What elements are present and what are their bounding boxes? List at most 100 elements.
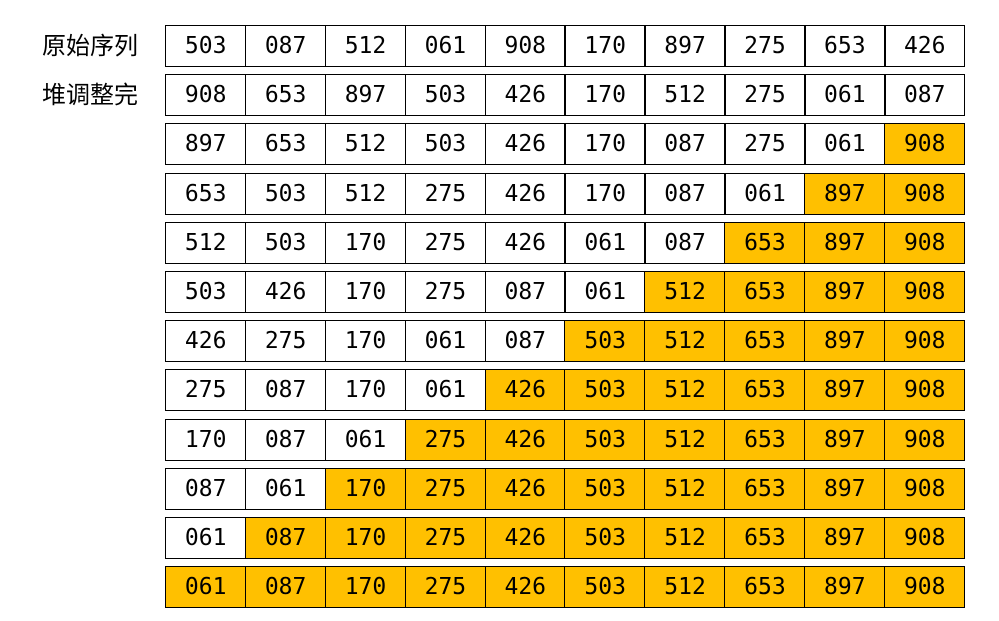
sorted-cell: 170 [324,467,407,510]
sorted-cell: 653 [724,221,806,264]
array-cell: 503 [165,271,247,313]
sorted-cell: 512 [644,418,726,461]
array-cell: 087 [484,271,566,313]
array-cell: 908 [484,25,566,67]
array-cell: 512 [165,221,247,264]
sorted-cell: 503 [564,418,646,461]
sorted-cell: 897 [804,369,886,412]
row-label: 原始序列 [42,32,138,60]
array-row: 897 653 512 503 426 170 087 275 061 908 [165,123,966,166]
sorted-cell: 275 [404,566,487,609]
sorted-cell: 512 [644,271,726,313]
array-cell: 061 [564,221,646,264]
sorted-cell: 897 [804,467,886,510]
array-cell: 908 [165,74,247,117]
array-cell: 061 [404,369,487,412]
array-cell: 426 [484,74,566,117]
array-cell: 170 [324,221,407,264]
sorted-cell: 170 [324,566,407,609]
sorted-cell: 653 [724,369,806,412]
array-cell: 426 [484,221,566,264]
sorted-cell: 653 [724,566,806,609]
array-cell: 087 [644,221,726,264]
array-cell: 275 [404,221,487,264]
sorted-cell: 087 [244,517,327,559]
sorted-cell: 908 [884,123,966,166]
sorted-cell: 908 [884,566,966,609]
array-cell: 897 [165,123,247,166]
sorted-cell: 512 [644,467,726,510]
sorted-cell: 653 [724,320,806,363]
sorted-cell: 061 [165,566,247,609]
sorted-cell: 897 [804,418,886,461]
array-cell: 653 [244,123,327,166]
array-cell: 087 [644,172,726,215]
array-cell: 087 [244,418,327,461]
array-cell: 426 [165,320,247,363]
sorted-cell: 426 [484,369,566,412]
sorted-cell: 897 [804,517,886,559]
array-row: 426 275 170 061 087 503 512 653 897 908 [165,320,966,363]
array-cell: 170 [564,25,646,67]
array-cell: 503 [244,172,327,215]
array-cell: 061 [804,123,886,166]
array-cell: 426 [484,172,566,215]
sorted-cell: 897 [804,221,886,264]
sorted-cell: 503 [564,320,646,363]
array-cell: 061 [724,172,806,215]
array-cell: 087 [244,369,327,412]
sorted-cell: 908 [884,172,966,215]
sorted-cell: 653 [724,467,806,510]
array-cell: 653 [244,74,327,117]
array-cell: 897 [324,74,407,117]
array-cell: 653 [165,172,247,215]
sorted-cell: 512 [644,369,726,412]
array-cell: 087 [884,74,966,117]
array-cell: 503 [165,25,247,67]
sorted-cell: 897 [804,566,886,609]
sorted-cell: 275 [404,517,487,559]
array-cell: 653 [804,25,886,67]
array-cell: 061 [324,418,407,461]
sorted-cell: 908 [884,517,966,559]
array-cell: 426 [244,271,327,313]
array-cell: 512 [324,172,407,215]
array-cell: 170 [324,320,407,363]
array-row: 170 087 061 275 426 503 512 653 897 908 [165,418,966,461]
sorted-cell: 908 [884,221,966,264]
array-row: 061 087 170 275 426 503 512 653 897 908 [165,566,966,609]
array-cell: 275 [404,172,487,215]
array-row: 908 653 897 503 426 170 512 275 061 087 [165,74,966,117]
sorted-cell: 512 [644,517,726,559]
sorted-cell: 908 [884,320,966,363]
sorted-cell: 908 [884,271,966,313]
array-cell: 897 [644,25,726,67]
array-cell: 061 [165,517,247,559]
sorted-cell: 503 [564,369,646,412]
array-cell: 512 [324,25,407,67]
array-cell: 275 [724,25,806,67]
array-row: 503 087 512 061 908 170 897 275 653 426 [165,25,966,67]
sorted-cell: 653 [724,517,806,559]
array-cell: 061 [404,25,487,67]
array-cell: 170 [564,123,646,166]
array-cell: 426 [884,25,966,67]
sorted-cell: 653 [724,271,806,313]
sorted-cell: 426 [484,566,566,609]
array-cell: 275 [244,320,327,363]
array-cell: 170 [564,172,646,215]
sorted-cell: 503 [564,517,646,559]
array-cell: 275 [724,123,806,166]
sorted-cell: 275 [404,467,487,510]
sorted-cell: 503 [564,467,646,510]
array-row: 503 426 170 275 087 061 512 653 897 908 [165,271,966,313]
array-cell: 087 [484,320,566,363]
sorted-cell: 426 [484,418,566,461]
array-cell: 170 [324,271,407,313]
sorted-cell: 512 [644,566,726,609]
array-cell: 061 [244,467,327,510]
array-row: 087 061 170 275 426 503 512 653 897 908 [165,467,966,510]
sorted-cell: 170 [324,517,407,559]
sorted-cell: 897 [804,172,886,215]
